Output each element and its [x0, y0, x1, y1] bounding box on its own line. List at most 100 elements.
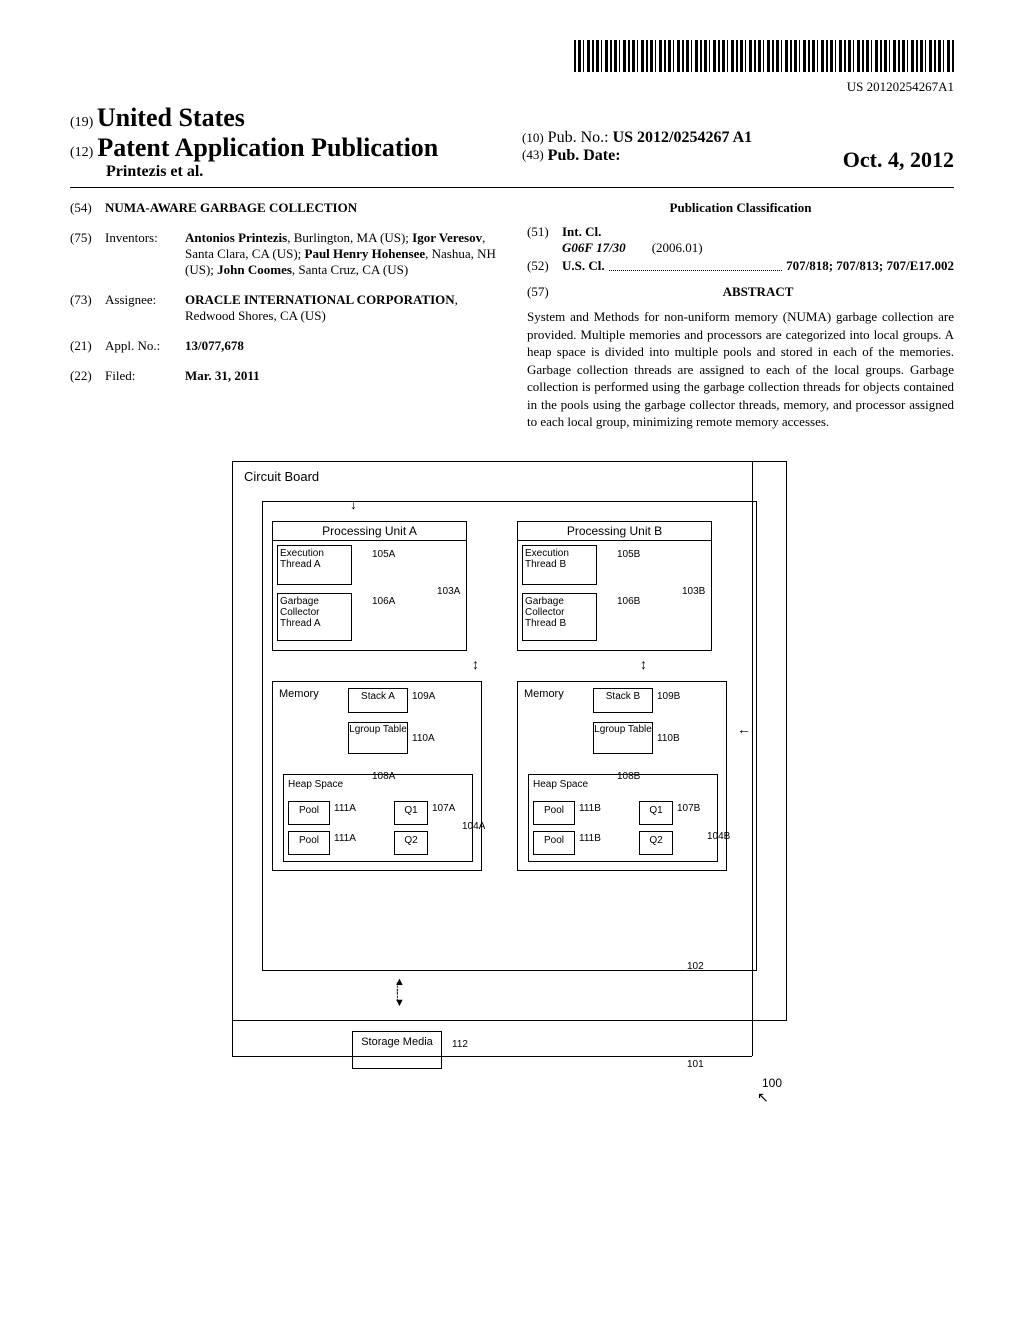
doc-type: Patent Application Publication [97, 133, 438, 162]
pool-a1: Pool [288, 801, 330, 825]
inventors-code: (75) [70, 230, 105, 278]
country-name: United States [97, 103, 245, 132]
appl-no: 13/077,678 [185, 338, 244, 353]
pub-date-code: (43) [522, 147, 544, 173]
assignee-label: Assignee: [105, 292, 185, 324]
patent-page: US 20120254267A1 (19) United States (12)… [0, 0, 1024, 1141]
figure-wrap: Circuit Board Processing Unit A Executio… [70, 461, 954, 1101]
pub-no-line: (10) Pub. No.: US 2012/0254267 A1 [522, 129, 954, 147]
abstract-text: System and Methods for non-uniform memor… [527, 308, 954, 431]
outer-frame-bottom [232, 1056, 752, 1057]
stack-a: Stack A [348, 688, 408, 713]
country-code: (19) [70, 115, 93, 130]
memory-a-label: Memory [279, 688, 319, 700]
pool-b2: Pool [533, 831, 575, 855]
doc-code: (12) [70, 145, 93, 160]
stack-b: Stack B [593, 688, 653, 713]
gc-thread-b: Garbage Collector Thread B [522, 593, 597, 641]
ref-106b: 106B [617, 596, 640, 607]
title-code: (54) [70, 200, 105, 216]
biblio-left: (54) NUMA-AWARE GARBAGE COLLECTION (75) … [70, 200, 497, 431]
pub-date-line: (43) Pub. Date: Oct. 4, 2012 [522, 147, 954, 173]
uscl-label: U.S. Cl. [562, 258, 605, 274]
country-line: (19) United States [70, 103, 502, 133]
pool-b1: Pool [533, 801, 575, 825]
ref-106a: 106A [372, 596, 395, 607]
ref-105a: 105A [372, 549, 395, 560]
filed-label: Filed: [105, 368, 185, 384]
ref-103a: 103A [437, 586, 460, 597]
appl-item: (21) Appl. No.: 13/077,678 [70, 338, 497, 354]
assignee-item: (73) Assignee: ORACLE INTERNATIONAL CORP… [70, 292, 497, 324]
header-right: (10) Pub. No.: US 2012/0254267 A1 (43) P… [502, 103, 954, 181]
pub-date-label: Pub. Date: [548, 147, 621, 173]
bibliographic-data: (54) NUMA-AWARE GARBAGE COLLECTION (75) … [70, 200, 954, 431]
header-left: (19) United States (12) Patent Applicati… [70, 103, 502, 181]
ref-108a: 108A [372, 771, 395, 782]
heap-b: Heap Space Pool Pool Q1 Q2 [528, 774, 718, 862]
intcl-item: (51) Int. Cl. G06F 17/30 (2006.01) [527, 224, 954, 256]
assignee-value: ORACLE INTERNATIONAL CORPORATION, Redwoo… [185, 292, 497, 324]
storage-media: Storage Media [352, 1031, 442, 1069]
ref-109b: 109B [657, 691, 680, 702]
filed-item: (22) Filed: Mar. 31, 2011 [70, 368, 497, 384]
appl-code: (21) [70, 338, 105, 354]
ref-107b: 107B [677, 803, 700, 814]
abstract-section: (57) ABSTRACT System and Methods for non… [527, 284, 954, 431]
pub-no-code: (10) [522, 130, 544, 145]
outer-frame-right [752, 461, 753, 1056]
lgroup-a: Lgroup Table [348, 722, 408, 754]
ref-111b: 111B [579, 803, 601, 814]
ref-111a2: 111A [334, 833, 356, 844]
barcode-icon [574, 40, 954, 72]
lgroup-b: Lgroup Table [593, 722, 653, 754]
filed-date: Mar. 31, 2011 [185, 368, 260, 383]
ref-104a: 104A [462, 821, 485, 832]
proc-a-title: Processing Unit A [273, 522, 466, 541]
figure-1: Circuit Board Processing Unit A Executio… [232, 461, 792, 1101]
dashed-arrow-icon: ▲┊┊▼ [394, 979, 405, 1007]
pub-date: Oct. 4, 2012 [843, 147, 954, 173]
ref-107a: 107A [432, 803, 455, 814]
ref-112: 112 [452, 1039, 468, 1050]
ref-103b: 103B [682, 586, 705, 597]
arrow-icon: ↕ [640, 656, 647, 672]
filed-code: (22) [70, 368, 105, 384]
ref-110b: 110B [657, 733, 680, 744]
inventors-label: Inventors: [105, 230, 185, 278]
arrow-icon: ↓ [350, 496, 357, 512]
pub-no-label: Pub. No.: [548, 129, 609, 146]
invention-title: NUMA-AWARE GARBAGE COLLECTION [105, 200, 497, 216]
barcode-area: US 20120254267A1 [70, 40, 954, 95]
arrow-icon: ↕ [472, 656, 479, 672]
intcl-code: (51) [527, 224, 562, 256]
ref-104b: 104B [707, 831, 730, 842]
assignee-code: (73) [70, 292, 105, 324]
ref-108b: 108B [617, 771, 640, 782]
proc-b-title: Processing Unit B [518, 522, 711, 541]
inventors-item: (75) Inventors: Antonios Printezis, Burl… [70, 230, 497, 278]
circuit-board-label: Circuit Board [244, 469, 319, 484]
arrow-icon: ← [737, 721, 751, 737]
heap-a: Heap Space Pool Pool Q1 Q2 [283, 774, 473, 862]
intcl-date: (2006.01) [652, 240, 703, 255]
uscl-item: (52) U.S. Cl. 707/818; 707/813; 707/E17.… [527, 258, 954, 274]
q1-b: Q1 [639, 801, 673, 825]
abstract-code: (57) [527, 284, 562, 308]
header: (19) United States (12) Patent Applicati… [70, 103, 954, 188]
exec-thread-a: Execution Thread A [277, 545, 352, 585]
ref-110a: 110A [412, 733, 435, 744]
ref-111a: 111A [334, 803, 356, 814]
outer-frame-left [232, 461, 233, 1056]
ref-111b2: 111B [579, 833, 601, 844]
inventors-value: Antonios Printezis, Burlington, MA (US);… [185, 230, 497, 278]
authors-line: Printezis et al. [70, 163, 502, 181]
heap-a-label: Heap Space [288, 779, 343, 790]
ref-105b: 105B [617, 549, 640, 560]
abstract-label: ABSTRACT [562, 284, 954, 300]
gc-thread-a: Garbage Collector Thread A [277, 593, 352, 641]
uscl-value: 707/818; 707/813; 707/E17.002 [786, 258, 954, 274]
ref-102: 102 [687, 961, 704, 972]
pool-a2: Pool [288, 831, 330, 855]
doc-type-line: (12) Patent Application Publication [70, 133, 502, 163]
